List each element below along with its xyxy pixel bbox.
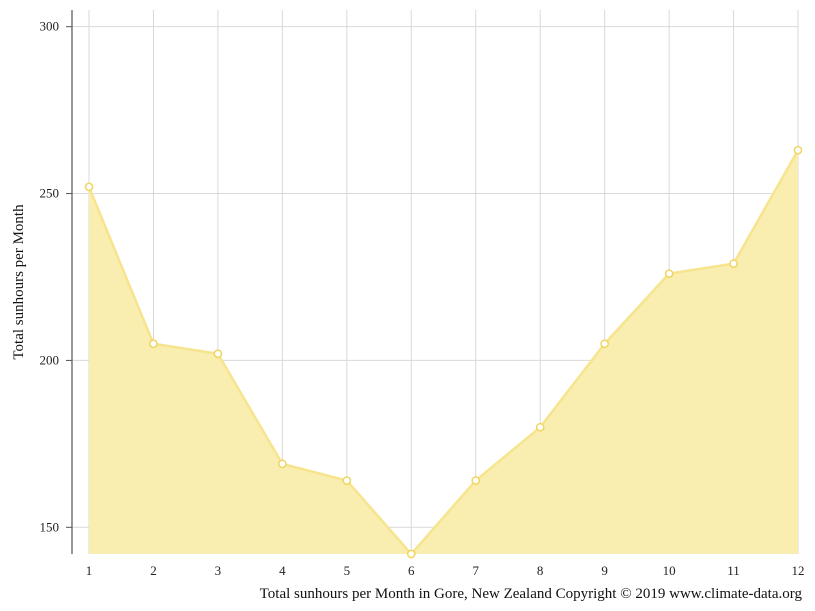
x-tick-label-9: 9	[601, 563, 608, 578]
data-point-11	[729, 259, 738, 268]
x-tick-label-8: 8	[537, 563, 544, 578]
y-tick-label-200: 200	[40, 352, 60, 367]
area-layer	[87, 149, 800, 556]
data-point-3	[213, 349, 223, 359]
data-point-2	[149, 339, 158, 349]
data-point-10	[664, 269, 674, 279]
y-axis-title: Total sunhours per Month	[11, 204, 27, 360]
y-tick-label-250: 250	[40, 186, 60, 201]
x-tick-label-2: 2	[150, 563, 157, 578]
data-point-8	[535, 422, 545, 432]
data-point-6	[406, 549, 416, 559]
axis-layer	[66, 10, 73, 554]
x-tick-label-1: 1	[86, 563, 93, 578]
x-tick-label-12: 12	[792, 563, 805, 578]
data-point-9	[600, 339, 609, 349]
data-point-7	[471, 476, 481, 485]
y-tick-label-150: 150	[40, 519, 60, 534]
chart-caption: Total sunhours per Month in Gore, New Ze…	[260, 586, 803, 602]
x-tick-label-11: 11	[727, 563, 740, 578]
data-point-12	[793, 145, 803, 155]
x-tick-label-4: 4	[279, 563, 286, 578]
area-fill	[89, 150, 798, 554]
data-point-5	[342, 476, 352, 485]
data-point-1	[84, 182, 94, 192]
x-tick-label-3: 3	[215, 563, 222, 578]
x-tick-label-6: 6	[408, 563, 415, 578]
y-tick-label-300: 300	[40, 19, 60, 34]
x-tick-label-7: 7	[472, 563, 479, 578]
x-tick-label-5: 5	[344, 563, 351, 578]
series-line	[87, 149, 800, 556]
x-tick-label-10: 10	[663, 563, 676, 578]
data-point-4	[278, 459, 287, 469]
marker-layer	[84, 145, 803, 559]
